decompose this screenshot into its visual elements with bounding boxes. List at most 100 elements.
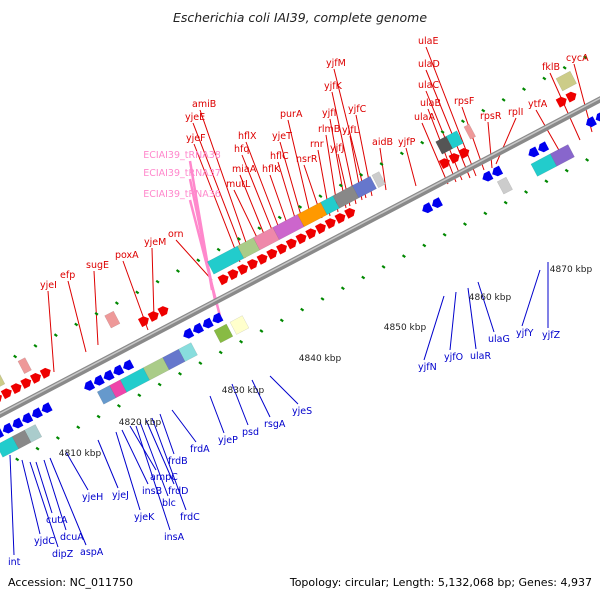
forward-gene-arrow (217, 274, 229, 286)
forward-gene-arrow (157, 306, 169, 317)
gene-label-yjeh: yjeH (82, 492, 103, 503)
leader-line (43, 459, 67, 531)
leader-line (425, 90, 463, 181)
gene-label-yjfn: yjfN (418, 362, 437, 373)
summary-label: Topology: circular; Length: 5,132,068 bp… (289, 576, 592, 589)
scale-tick (320, 297, 325, 301)
upper-cog-block (17, 357, 32, 375)
scale-label: 4810 kbp (59, 449, 102, 459)
forward-gene-arrow (227, 269, 239, 281)
leader-line (151, 247, 155, 319)
leader-line (331, 91, 357, 205)
gene-label-yjfi: yjfI (322, 108, 336, 119)
gene-label-yjfp: yjfP (398, 137, 416, 148)
leader-line (171, 409, 197, 443)
scale-tick (76, 425, 81, 430)
scale-label: 4850 kbp (384, 323, 427, 333)
leader-line (192, 122, 246, 259)
gene-label-eciai39_trna38: ECIAI39_tRNA38 (143, 150, 221, 161)
scale-tick (74, 322, 79, 327)
upper-cog-block (104, 310, 121, 329)
scale-label: 4820 kbp (119, 418, 162, 428)
reverse-gene-arrow (41, 402, 53, 413)
gene-label-suge: sugE (86, 260, 109, 271)
leader-line (333, 68, 367, 199)
leader-line (97, 439, 119, 489)
leader-line (467, 287, 477, 350)
reverse-gene-arrow (93, 374, 105, 386)
scale-tick (340, 286, 345, 291)
gene-label-miaa: miaA (232, 164, 257, 175)
reverse-gene-arrow (528, 146, 540, 158)
reverse-gene-arrow (586, 116, 597, 128)
forward-gene-arrow (147, 311, 159, 322)
scale-label: 4860 kbp (469, 293, 512, 303)
leader-line (549, 72, 581, 141)
scale-tick (155, 279, 160, 284)
leader-line (405, 147, 417, 187)
gene-label-eciai39_trna37: ECIAI39_tRNA37 (143, 168, 221, 179)
scale-tick (178, 371, 183, 376)
scale-tick (562, 65, 567, 70)
gene-label-fklb: fklB (542, 62, 560, 73)
scale-tick (13, 354, 18, 359)
gene-label-mutl: mutL (226, 179, 251, 190)
leader-line (245, 141, 283, 237)
gene-label-rpli: rplI (508, 107, 523, 118)
leader-line (139, 421, 169, 497)
scale-tick (462, 222, 467, 226)
gene-label-poxa: poxA (115, 250, 139, 261)
leader-line (121, 429, 149, 485)
reverse-gene-arrow (193, 322, 204, 334)
scale-tick (359, 172, 364, 177)
gene-label-yjfj: yjfJ (330, 143, 344, 154)
scale-tick (442, 232, 447, 237)
lower-cog-block (24, 424, 43, 443)
gene-label-frdd: frdD (168, 486, 188, 497)
gene-label-ulae: ulaE (418, 36, 438, 47)
leader-line (521, 269, 541, 327)
scale-tick (55, 436, 60, 440)
lower-cog-block (178, 342, 198, 362)
leader-line (535, 109, 561, 153)
leader-line (145, 419, 175, 485)
scale-tick (361, 275, 366, 280)
backbone-line (0, 96, 600, 419)
forward-gene-arrow (438, 158, 450, 169)
gene-label-ampc: ampC (150, 472, 178, 483)
leader-line (495, 117, 517, 165)
backbone (0, 96, 600, 419)
leader-line (487, 121, 493, 169)
leader-line (209, 395, 225, 434)
forward-gene-arrow (30, 373, 41, 384)
leader-line (115, 431, 141, 511)
leader-line (67, 280, 87, 353)
reverse-gene-arrow (123, 359, 135, 371)
forward-gene-arrow (565, 91, 577, 103)
leader-line (159, 413, 175, 455)
leader-line (477, 281, 495, 333)
gene-label-yjet: yjeT (272, 131, 292, 142)
reverse-gene-arrow (103, 369, 115, 381)
forward-gene-arrow (458, 148, 470, 159)
gene-label-yjef: yjeF (186, 133, 206, 144)
scale-tick (277, 215, 282, 220)
gene-features (0, 70, 600, 458)
scale-tick (401, 254, 406, 259)
leader-line (287, 119, 313, 223)
gene-label-yjej: yjeJ (112, 490, 129, 501)
leader-line (188, 160, 214, 291)
gene-label-yjfm: yjfM (326, 58, 346, 69)
gene-label-ulab: ulaB (420, 98, 441, 109)
forward-gene-arrow (0, 388, 12, 400)
scale-tick (542, 76, 547, 81)
gene-label-yjee: yjeE (185, 112, 205, 123)
scale-tick (116, 404, 121, 408)
reverse-gene-arrow (212, 312, 224, 324)
reverse-gene-arrow (183, 327, 195, 339)
lower-cog-block (549, 144, 575, 167)
gene-label-rnr: rnr (310, 139, 324, 150)
forward-gene-arrow (10, 383, 22, 394)
